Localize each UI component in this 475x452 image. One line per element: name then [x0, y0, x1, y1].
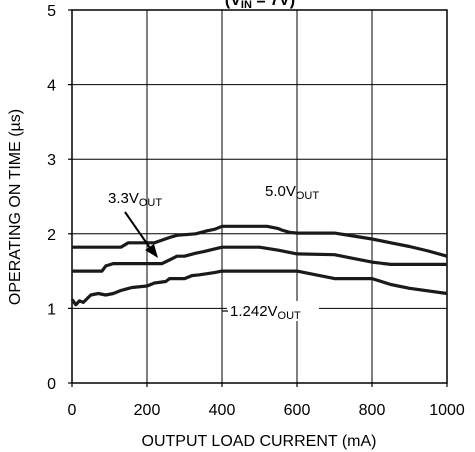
chart-title-rest: = 7V): [252, 0, 295, 9]
chart-title-prefix: (V: [225, 0, 241, 9]
chart-title: (VIN = 7V): [225, 0, 295, 11]
y-tick-label: 0: [47, 376, 56, 393]
arrow-3v3-shaft: [124, 211, 151, 249]
series-label-5v0-sub: OUT: [296, 190, 320, 202]
series-label-5v0: 5.0VOUT: [265, 183, 319, 202]
series-line-1: [72, 245, 447, 273]
y-axis-label: OPERATING ON TIME (µs): [7, 109, 24, 305]
series-label-3v3-main: 3.3V: [108, 190, 139, 207]
series-lines: [70, 224, 448, 307]
x-tick-label: 400: [209, 402, 236, 419]
series-line-0: [72, 224, 448, 258]
series-line-2: [70, 269, 448, 307]
y-tick-label: 1: [47, 301, 56, 318]
series-label-5v0-main: 5.0V: [265, 183, 296, 200]
x-tick-label: 0: [68, 402, 77, 419]
series-label-1242-main: 1.242V: [230, 303, 278, 320]
plot-border: [71, 9, 448, 384]
y-tick-labels: 0 1 2 3 4 5: [47, 3, 56, 393]
plot-frame: [68, 9, 448, 387]
series-label-1242: 1.242VOUT: [230, 303, 301, 322]
x-tick-labels: 0 200 400 600 800 1000: [68, 402, 465, 419]
series-label-1242-sub: OUT: [278, 310, 302, 322]
x-tick-label: 800: [359, 402, 386, 419]
x-axis-label: OUTPUT LOAD CURRENT (mA): [142, 433, 377, 450]
x-tick-label: 1000: [429, 402, 465, 419]
y-tick-label: 2: [47, 227, 56, 244]
y-tick-label: 4: [47, 78, 56, 95]
x-tick-label: 600: [284, 402, 311, 419]
arrow-3v3-head: [145, 244, 158, 258]
y-tick-label: 3: [47, 152, 56, 169]
y-tick-label: 5: [47, 3, 56, 20]
x-tick-label: 200: [134, 402, 161, 419]
series-label-3v3: 3.3VOUT: [108, 190, 162, 209]
series-label-3v3-sub: OUT: [139, 197, 163, 209]
chart-title-sub: IN: [241, 0, 252, 11]
series-label-1242-bg: [227, 301, 319, 321]
